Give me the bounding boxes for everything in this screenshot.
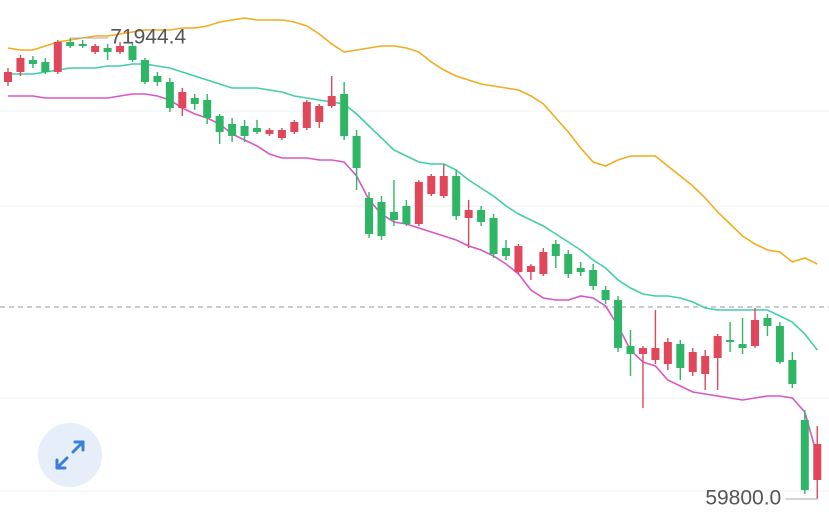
candle-body (452, 176, 461, 217)
candle-body (16, 58, 25, 72)
candle-body (551, 243, 560, 256)
candle-body (315, 105, 324, 122)
candle-body (589, 270, 598, 286)
candle-body (78, 44, 87, 47)
candle-body (477, 210, 486, 223)
candle-body (738, 343, 747, 348)
candle-body (514, 246, 523, 273)
candle-body (539, 252, 548, 274)
band-line (8, 93, 819, 457)
candle-body (377, 202, 386, 236)
candle-body (140, 59, 149, 83)
candle-body (290, 121, 299, 133)
candle-body (389, 211, 398, 221)
candle-body (526, 266, 535, 273)
candle-body (676, 343, 685, 368)
expand-icon[interactable] (55, 440, 85, 470)
candle-body (203, 99, 212, 118)
candle-body (190, 97, 199, 104)
candle-body (775, 326, 784, 362)
candle-body (215, 115, 224, 133)
expand-button[interactable] (38, 423, 102, 487)
candle-body (601, 290, 610, 300)
candle-body (414, 182, 423, 224)
annotation-label: 71944.4 (110, 26, 186, 49)
candle-body (564, 253, 573, 274)
candle-body (763, 317, 772, 327)
candle-body (713, 335, 722, 359)
candle-body (651, 347, 660, 361)
candle-body (365, 197, 374, 235)
candle-body (340, 94, 349, 136)
candle-body (128, 46, 137, 60)
candle-body (464, 210, 473, 218)
candle-body (688, 352, 697, 373)
candle-body (402, 205, 411, 224)
candle-body (66, 41, 75, 47)
candle-body (626, 346, 635, 354)
candle-body (489, 217, 498, 254)
candle-body (427, 176, 436, 194)
candle-body (277, 129, 286, 139)
candle-body (502, 247, 510, 256)
candle-body (352, 135, 361, 168)
candle-body (265, 129, 274, 135)
candle-body (165, 82, 174, 109)
candle-body (327, 96, 336, 106)
candle-body (178, 91, 187, 109)
candle-body (103, 47, 112, 53)
annotation-label: 59800.0 (705, 487, 781, 510)
band-line (7, 17, 818, 265)
candle-body (116, 46, 125, 53)
candle-body (576, 267, 585, 273)
candle-body (41, 61, 50, 72)
candle-body (813, 443, 822, 481)
candle-body (153, 76, 162, 83)
candle-body (240, 126, 249, 136)
candle-body (4, 71, 12, 83)
candle-body (788, 360, 797, 385)
candle-body (701, 355, 710, 374)
expand-button-bg[interactable] (38, 423, 102, 487)
candle-body (638, 347, 647, 354)
candle-body (91, 46, 100, 53)
plot: 71944.4 59800.0 (0, 17, 829, 510)
candle-body (302, 102, 311, 128)
candle-body (800, 420, 809, 491)
candle-body (663, 341, 672, 365)
candle-body (439, 176, 448, 197)
candle-body (751, 320, 759, 347)
candle-body (28, 59, 37, 65)
grid (0, 110, 829, 492)
candle-body (253, 127, 261, 133)
candle-body (726, 340, 735, 342)
candle-body (53, 41, 62, 72)
candle-body (228, 123, 237, 136)
candle-body (614, 299, 623, 348)
